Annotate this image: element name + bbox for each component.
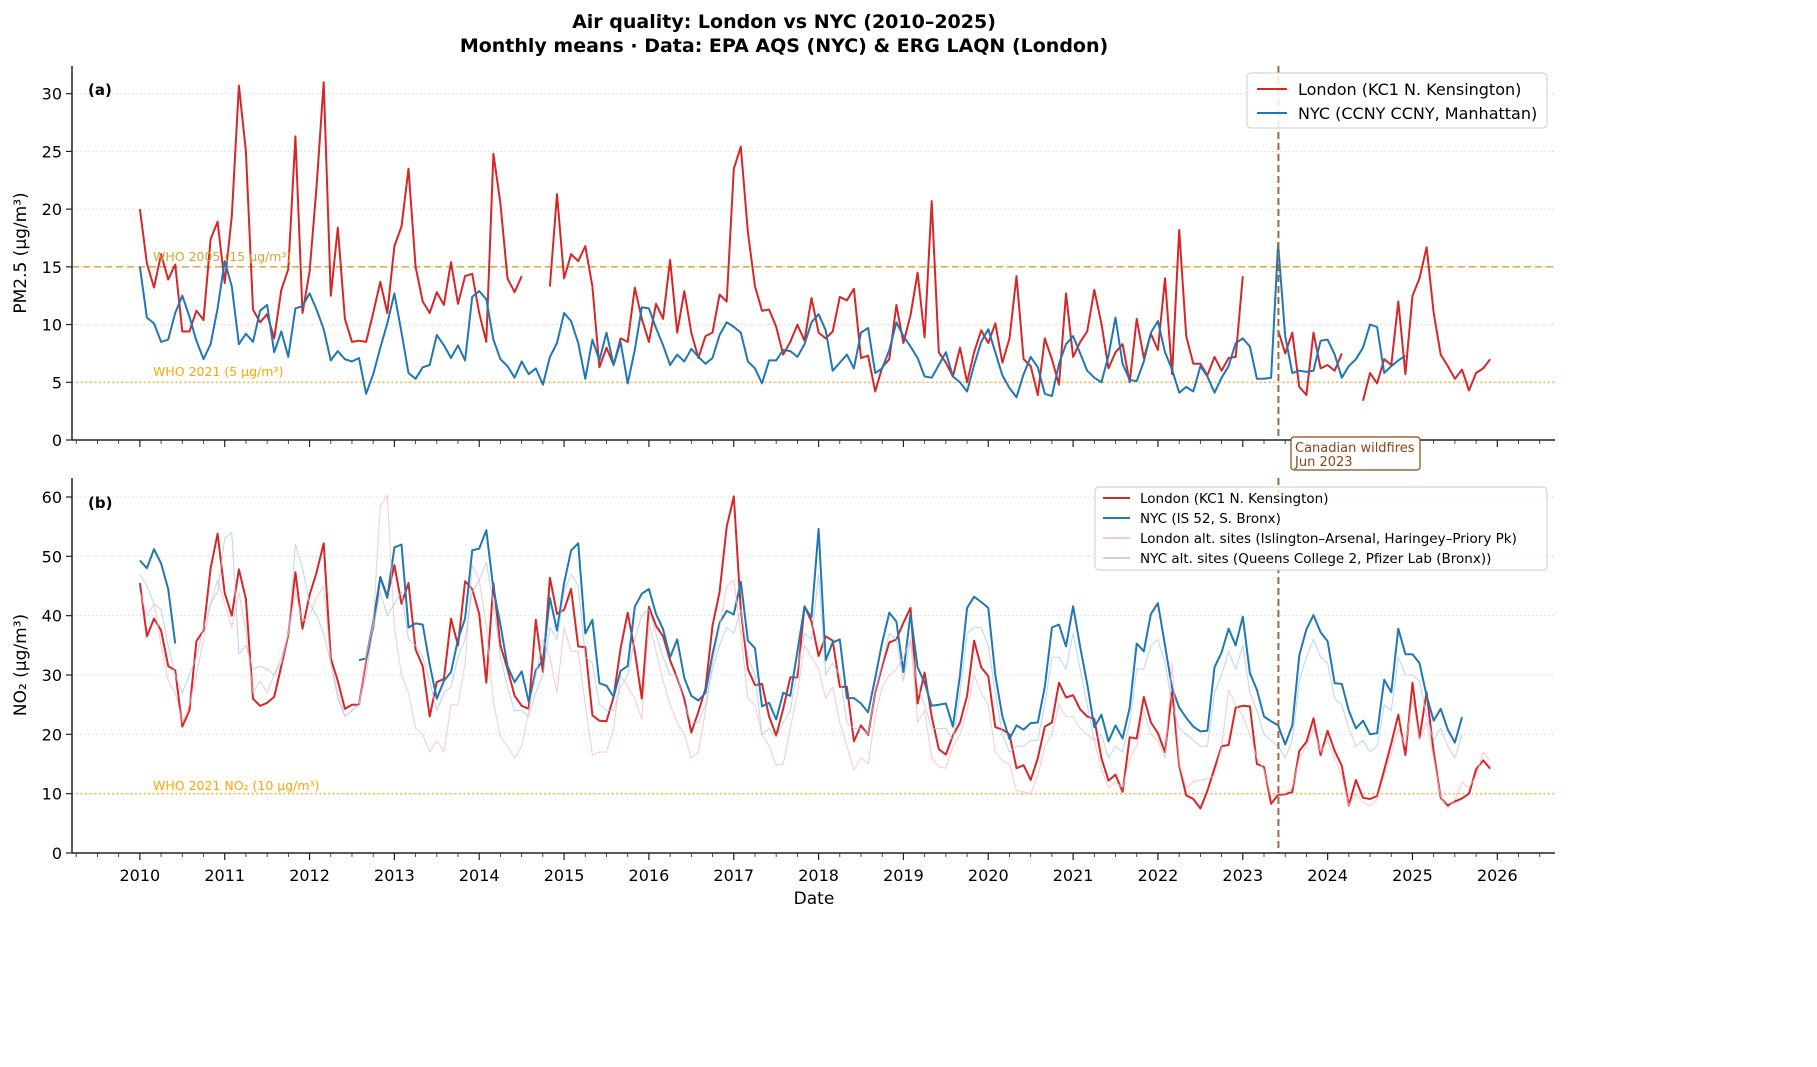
series-line-london — [548, 145, 1244, 396]
legend-london-no2: London (KC1 N. Kensington) — [1140, 491, 1328, 507]
y-tick-label: 15 — [42, 258, 62, 277]
panel-a-pm25: 0 5 10 15 20 25 30 — [42, 66, 1555, 450]
x-tick-label: 2016 — [629, 866, 670, 885]
y-axis-label-a: PM2.5 (µg/m³) — [11, 192, 31, 313]
legend-london-alt: London alt. sites (Islington–Arsenal, Ha… — [1140, 531, 1517, 547]
annotation-box — [1290, 436, 1421, 471]
annotation-line1: Canadian wildfires — [1295, 441, 1415, 456]
y-tick-label: 40 — [42, 607, 62, 626]
x-tick-label: 2018 — [798, 866, 839, 885]
who-2005-label: WHO 2005 (15 µg/m³) — [153, 249, 291, 264]
x-tick-label: 2022 — [1138, 866, 1179, 885]
y-tick-label: 20 — [42, 725, 62, 744]
y-tick-label: 20 — [42, 200, 62, 219]
series-line-london-alt — [139, 494, 1491, 810]
legend-nyc-alt: NYC alt. sites (Queens College 2, Pfizer… — [1140, 551, 1491, 567]
legend-a: London (KC1 N. Kensington) NYC (CCNY CCN… — [1246, 72, 1548, 129]
y-tick-label: 0 — [52, 844, 62, 863]
y-tick-label: 10 — [42, 316, 62, 335]
x-tick-label: 2026 — [1477, 866, 1518, 885]
series-line-nyc-alt — [139, 532, 1463, 759]
y-tick-label: 0 — [52, 431, 62, 450]
series-line-london — [1362, 246, 1491, 402]
legend-a-frame — [1246, 72, 1548, 129]
series-line-nyc — [139, 548, 177, 644]
x-tick-label: 2013 — [374, 866, 415, 885]
wildfire-annotation: Canadian wildfires Jun 2023 — [1290, 436, 1421, 471]
y-tick-label: 50 — [42, 547, 62, 566]
chart-title: Air quality: London vs NYC (2010–2025) — [572, 11, 996, 33]
who-2021-no2-label: WHO 2021 NO₂ (10 µg/m³) — [153, 778, 319, 793]
y-tick-label: 10 — [42, 785, 62, 804]
legend-b-frame — [1094, 486, 1548, 571]
panel-a-label: (a) — [88, 81, 112, 99]
y-tick-label: 60 — [42, 488, 62, 507]
series-line-nyc — [138, 242, 1406, 399]
x-tick-label: 2012 — [289, 866, 330, 885]
y-tick-label: 30 — [42, 85, 62, 104]
y-axis-label-b: NO₂ (µg/m³) — [11, 614, 31, 716]
legend-nyc-no2: NYC (IS 52, S. Bronx) — [1140, 511, 1281, 527]
y-tick-label: 5 — [52, 373, 62, 392]
legend-london: London (KC1 N. Kensington) — [1298, 80, 1521, 99]
chart-subtitle: Monthly means · Data: EPA AQS (NYC) & ER… — [460, 35, 1108, 57]
series-line-london — [1277, 330, 1343, 396]
x-tick-label: 2014 — [459, 866, 500, 885]
x-tick-label: 2011 — [204, 866, 245, 885]
annotation-line2: Jun 2023 — [1294, 455, 1353, 470]
x-tick-label: 2017 — [713, 866, 754, 885]
x-tick-label: 2024 — [1307, 866, 1348, 885]
x-tick-label: 2021 — [1053, 866, 1094, 885]
panel-b-no2: 0 10 20 30 40 50 60 2010 2011 2012 2013 2014 2015 201… — [42, 478, 1555, 885]
x-tick-label: 2010 — [120, 866, 161, 885]
x-tick-label: 2019 — [883, 866, 924, 885]
x-tick-label: 2025 — [1392, 866, 1433, 885]
x-axis-label: Date — [794, 889, 835, 909]
x-tick-label: 2023 — [1222, 866, 1263, 885]
series-line-london — [138, 81, 523, 343]
legend-nyc: NYC (CCNY CCNY, Manhattan) — [1298, 104, 1537, 123]
panel-b-label: (b) — [88, 494, 112, 512]
x-tick-label: 2020 — [968, 866, 1009, 885]
y-tick-label: 25 — [42, 142, 62, 161]
y-tick-label: 30 — [42, 666, 62, 685]
who-2021-label: WHO 2021 (5 µg/m³) — [153, 364, 283, 379]
x-tick-label: 2015 — [544, 866, 585, 885]
legend-b: London (KC1 N. Kensington) NYC (IS 52, S… — [1094, 486, 1548, 571]
